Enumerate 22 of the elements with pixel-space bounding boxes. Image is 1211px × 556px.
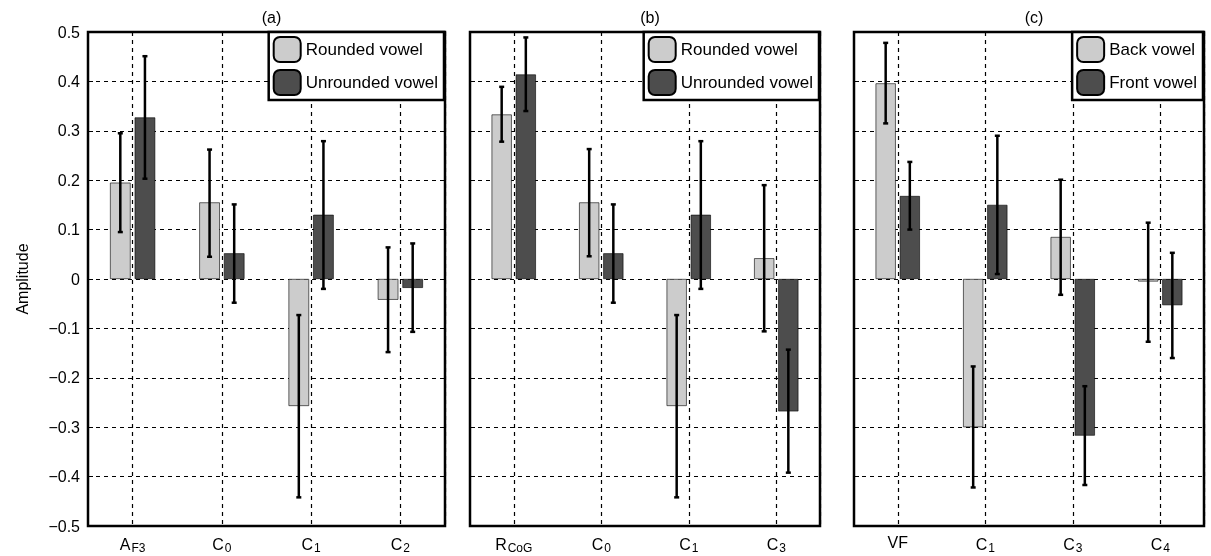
y-tick-label: 0.4 [57,72,81,90]
y-tick-label: 0.5 [57,23,81,41]
chart-title: (b) [640,8,660,26]
chart-title: (a) [261,8,282,26]
y-axis-title: Amplitude [13,243,31,315]
x-tick-label: VF [887,533,909,551]
chart-title: (c) [1024,8,1044,26]
y-tick-label: −0.1 [48,319,81,337]
y-tick-label: 0 [71,270,81,288]
legend-label: Unrounded vowel [305,73,439,92]
y-tick-label: −0.2 [48,369,81,387]
legend-label: Rounded vowel [305,40,423,59]
legend-label: Unrounded vowel [680,73,814,92]
y-tick-label: −0.5 [48,517,81,535]
legend-label: Back vowel [1109,40,1196,59]
y-tick-label: −0.3 [48,418,81,436]
legend-label: Front vowel [1109,73,1198,92]
legend-label: Rounded vowel [680,40,798,59]
y-tick-label: 0.1 [57,221,81,239]
y-tick-label: 0.2 [57,171,81,189]
y-tick-label: 0.3 [57,122,81,140]
y-tick-label: −0.4 [48,468,81,486]
